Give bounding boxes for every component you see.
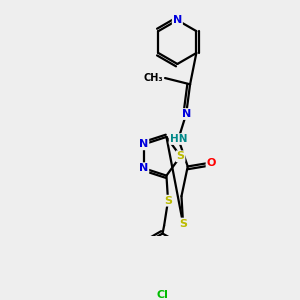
Text: N: N (182, 109, 191, 119)
Text: N: N (139, 139, 148, 149)
Text: S: S (164, 196, 172, 206)
Text: O: O (206, 158, 216, 167)
Text: S: S (176, 151, 184, 161)
Text: Cl: Cl (157, 290, 169, 299)
Text: S: S (179, 219, 187, 229)
Text: CH₃: CH₃ (144, 73, 164, 83)
Text: HN: HN (169, 134, 187, 144)
Text: N: N (173, 15, 182, 25)
Text: N: N (139, 163, 148, 173)
